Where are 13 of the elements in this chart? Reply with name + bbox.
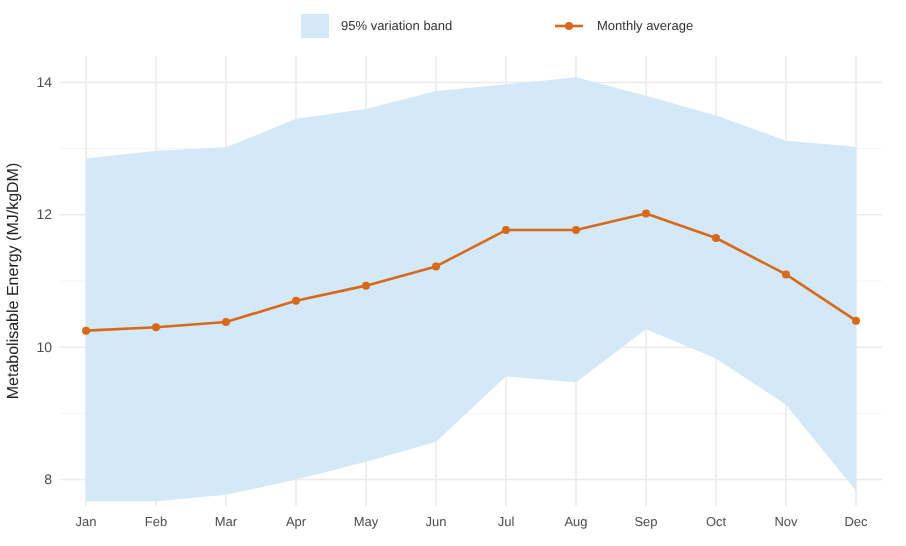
point: [362, 281, 370, 290]
point: [292, 296, 300, 305]
point: [82, 326, 90, 335]
y-axis-title: Metabolisable Energy (MJ/kgDM): [4, 162, 22, 400]
point: [152, 323, 160, 332]
point: [782, 270, 790, 279]
point: [852, 316, 860, 325]
point: [432, 262, 440, 271]
point: [712, 233, 720, 242]
point: [572, 226, 580, 235]
point: [502, 226, 510, 235]
point: [642, 209, 650, 218]
point: [222, 318, 230, 327]
